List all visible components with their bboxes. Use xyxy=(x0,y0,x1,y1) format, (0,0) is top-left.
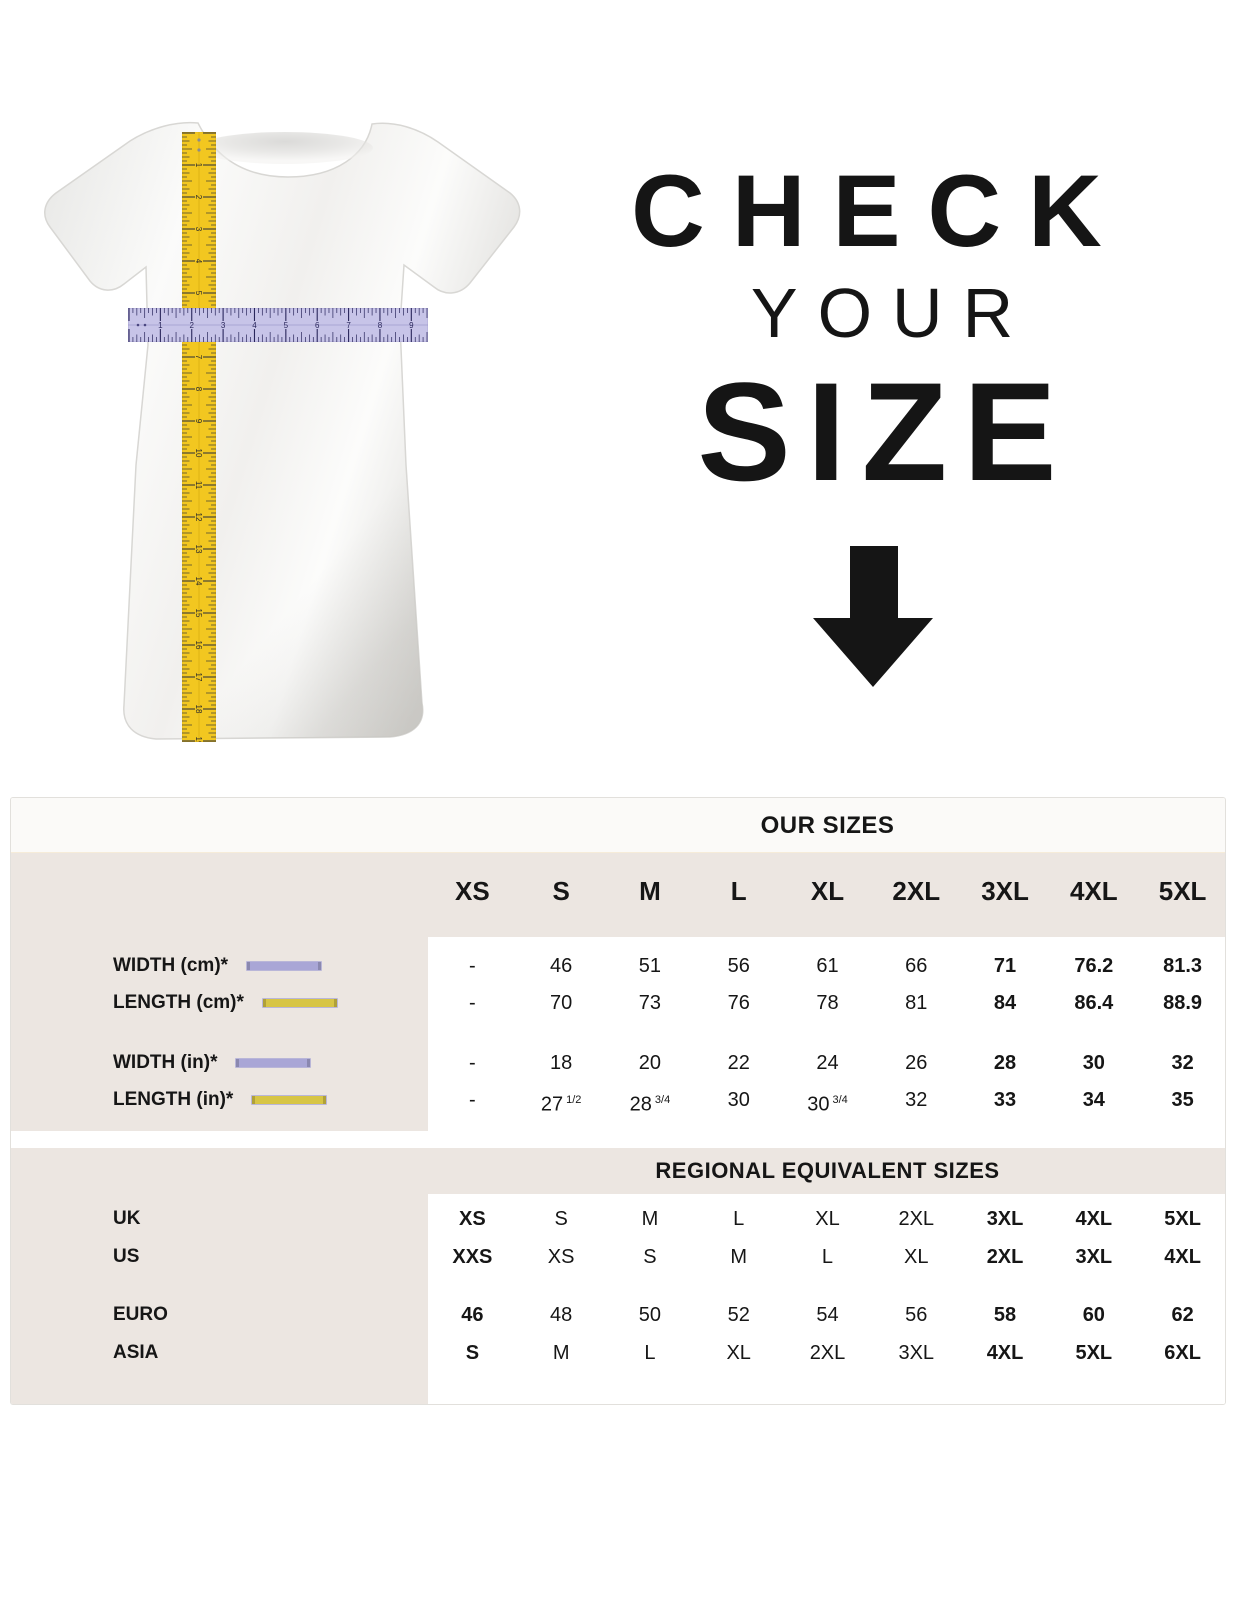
svg-text:14: 14 xyxy=(194,577,203,586)
svg-text:2: 2 xyxy=(190,321,195,330)
svg-text:3: 3 xyxy=(221,321,226,330)
svg-text:4: 4 xyxy=(194,259,203,264)
svg-text:13: 13 xyxy=(194,545,203,554)
svg-text:5: 5 xyxy=(284,321,289,330)
svg-text:3: 3 xyxy=(194,227,203,232)
svg-text:11: 11 xyxy=(194,481,203,490)
svg-text:6: 6 xyxy=(315,321,320,330)
svg-text:2: 2 xyxy=(194,195,203,200)
svg-text:8: 8 xyxy=(194,387,203,392)
svg-text:8: 8 xyxy=(378,321,383,330)
svg-text:15: 15 xyxy=(194,609,203,618)
svg-text:10: 10 xyxy=(194,449,203,458)
svg-text:12: 12 xyxy=(194,513,203,522)
svg-text:4: 4 xyxy=(252,321,257,330)
svg-text:7: 7 xyxy=(346,321,351,330)
svg-text:9: 9 xyxy=(194,419,203,424)
svg-text:7: 7 xyxy=(194,355,203,360)
svg-text:16: 16 xyxy=(194,641,203,650)
svg-text:9: 9 xyxy=(409,321,414,330)
svg-text:19: 19 xyxy=(194,737,203,742)
svg-text:18: 18 xyxy=(194,705,203,714)
svg-text:17: 17 xyxy=(194,673,203,682)
svg-text:5: 5 xyxy=(194,291,203,296)
svg-text:1: 1 xyxy=(194,163,203,168)
svg-text:1: 1 xyxy=(158,321,163,330)
